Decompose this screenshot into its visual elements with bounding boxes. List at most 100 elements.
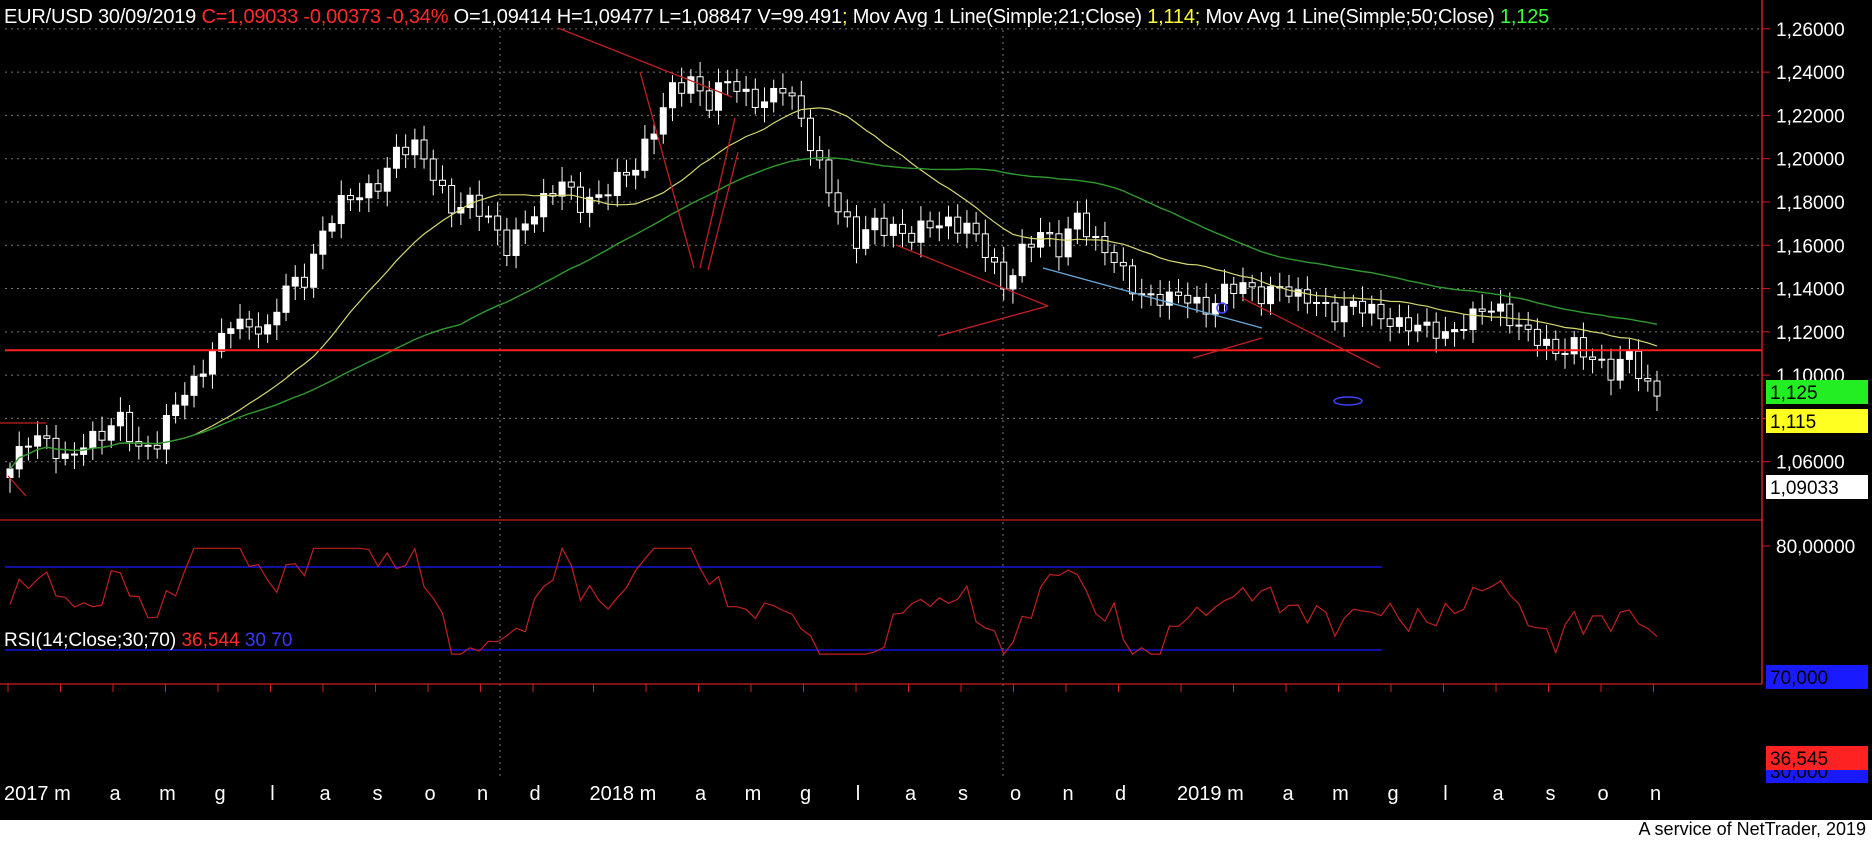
- y-tick-label: 1,14000: [1776, 280, 1845, 301]
- candle-body: [1018, 243, 1026, 277]
- rsi-panel: [5, 546, 1658, 656]
- candle-body: [889, 223, 897, 236]
- x-tick-label: g: [800, 783, 811, 805]
- candle-body: [687, 76, 695, 94]
- symbol-label: EUR/USD: [4, 6, 93, 28]
- candle-body: [420, 139, 428, 160]
- trendline-blue: [1042, 267, 1263, 329]
- candle-body: [816, 150, 824, 161]
- candle-body: [797, 95, 805, 119]
- candle-body: [512, 229, 520, 256]
- candle-body: [926, 220, 934, 229]
- axes: 1,26000 1,24000 1,22000 1,20000 1,18000 1,160…: [0, 0, 1868, 805]
- candle-body: [1000, 261, 1008, 290]
- x-tick-label: n: [1650, 783, 1661, 805]
- candle-body: [945, 216, 953, 227]
- candle-body: [1129, 265, 1137, 295]
- candle-body: [586, 196, 594, 213]
- candle-body: [346, 195, 354, 201]
- trendline: [7, 475, 27, 497]
- badge-last-price-text: 1,09033: [1770, 478, 1839, 499]
- candle-body: [402, 146, 410, 156]
- trendline: [1241, 297, 1381, 369]
- ohlv-label: O=1,09414 H=1,09477 L=1,08847 V=99.491: [453, 6, 843, 28]
- marker-ellipse: [1333, 396, 1363, 406]
- candle-body: [1653, 380, 1661, 397]
- candle-body: [383, 167, 391, 192]
- candle-body: [1083, 212, 1091, 238]
- candle-body: [1239, 282, 1247, 294]
- candle-body: [1285, 286, 1293, 297]
- candle-body: [1257, 286, 1265, 305]
- candle-body: [613, 171, 621, 196]
- candle-body: [80, 447, 88, 455]
- x-tick-label: l: [856, 783, 860, 805]
- candle-body: [254, 326, 262, 335]
- candle-body: [126, 411, 134, 443]
- x-tick-label: a: [695, 783, 707, 805]
- candle-body: [714, 82, 722, 111]
- x-tick-label: o: [424, 783, 435, 805]
- x-tick-label: m: [640, 783, 657, 805]
- candle-body: [466, 194, 474, 209]
- trendline: [699, 117, 736, 269]
- candle-body: [899, 223, 907, 234]
- candle-body: [1331, 302, 1339, 323]
- candle-body: [190, 375, 198, 396]
- candle-body: [540, 193, 548, 218]
- candle-body: [1359, 300, 1367, 314]
- candle-body: [604, 194, 612, 197]
- candle-body: [1625, 350, 1633, 360]
- candle-body: [300, 276, 308, 288]
- candle-body: [1414, 324, 1422, 332]
- candle-body: [282, 285, 290, 313]
- candle-body: [825, 159, 833, 194]
- candle-body: [392, 146, 400, 169]
- ma21-value: 1,114: [1147, 6, 1195, 28]
- candle-body: [1193, 296, 1201, 304]
- candle-body: [1451, 329, 1459, 333]
- candle-body: [1092, 236, 1100, 239]
- candle-body: [1644, 377, 1652, 382]
- rsi-levels: 30 70: [244, 630, 293, 651]
- x-tick-label: g: [214, 783, 225, 805]
- x-tick-label: l: [1443, 783, 1447, 805]
- ma50-value: 1,125: [1500, 6, 1550, 28]
- candle-body: [908, 232, 916, 243]
- candle-body: [1478, 308, 1486, 312]
- candle-body: [227, 328, 235, 334]
- candle-body: [411, 139, 419, 156]
- candle-body: [963, 222, 971, 234]
- candle-body: [1460, 329, 1468, 332]
- x-tick-label: s: [373, 783, 383, 805]
- candle-body: [438, 179, 446, 187]
- candle-body: [1579, 337, 1587, 358]
- candle-body: [245, 318, 253, 328]
- y-tick-label: 1,06000: [1776, 453, 1845, 474]
- candle-body: [337, 195, 345, 225]
- candle-body: [1340, 305, 1348, 323]
- trendline: [895, 244, 1049, 307]
- badge-rsi-70-text: 70,000: [1770, 668, 1828, 689]
- y-tick-label: 1,12000: [1776, 323, 1845, 344]
- x-tick-label: a: [905, 783, 917, 805]
- candle-body: [668, 82, 676, 109]
- candle-body: [1046, 232, 1054, 235]
- candle-body: [1552, 338, 1560, 354]
- candle-body: [742, 88, 750, 92]
- candle-body: [1377, 303, 1385, 320]
- y-tick-label: 1,22000: [1776, 106, 1845, 127]
- candle-body: [1395, 317, 1403, 327]
- candle-body: [576, 186, 584, 213]
- rsi-line: [9, 546, 1658, 656]
- candle-body: [1598, 358, 1606, 361]
- x-tick-label: n: [477, 783, 488, 805]
- candle-body: [153, 444, 161, 450]
- rsi-value: 36,544: [181, 630, 240, 651]
- x-tick-label: s: [958, 783, 968, 805]
- candle-body: [991, 256, 999, 263]
- x-tick-label: n: [1062, 783, 1073, 805]
- candle-body: [1037, 232, 1045, 248]
- candle-body: [374, 183, 382, 192]
